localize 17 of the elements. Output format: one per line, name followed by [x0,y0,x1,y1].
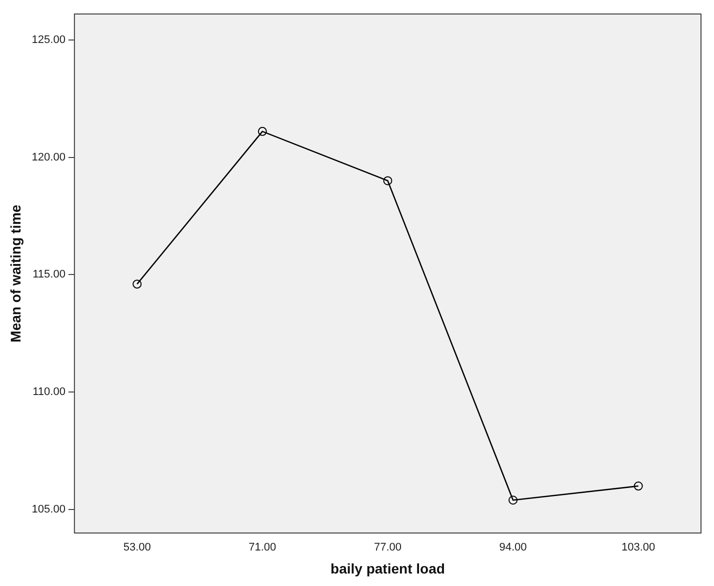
point [258,126,267,136]
x-tick-label: 53.00 [123,542,151,554]
y-tick-label: 115.00 [32,268,66,281]
y-tick-label: 120.00 [32,151,66,164]
x-tick-label: 94.00 [499,542,527,554]
point [634,482,643,491]
x-tick-label: 71.00 [248,542,276,554]
point [132,280,142,289]
y-axis-title: Mean of waiting time [7,204,24,342]
point [508,496,518,505]
x-tick-label: 103.00 [622,542,656,554]
x-tick-label: 77.00 [374,542,402,554]
y-tick-label: 125.00 [32,34,66,46]
x-axis-title: baily patient load [330,560,445,576]
point [383,176,392,186]
y-tick-label: 105.00 [32,504,66,516]
y-tick-label: 110.00 [32,386,66,398]
